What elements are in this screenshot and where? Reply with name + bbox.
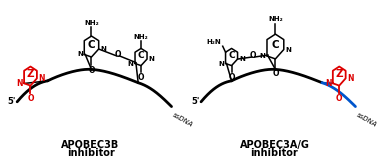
- Text: ssDNA: ssDNA: [355, 111, 378, 128]
- Text: NH₂: NH₂: [134, 34, 149, 40]
- Text: NH₂: NH₂: [268, 16, 283, 22]
- Text: N: N: [239, 56, 245, 62]
- Text: N: N: [218, 60, 224, 67]
- Text: C: C: [88, 40, 95, 50]
- Text: NH₂: NH₂: [84, 20, 99, 26]
- Text: C: C: [271, 40, 279, 50]
- Text: N: N: [285, 46, 291, 52]
- Text: N: N: [77, 52, 83, 58]
- Text: inhibitor: inhibitor: [67, 148, 115, 158]
- Text: O: O: [138, 73, 144, 82]
- Text: Z: Z: [335, 69, 343, 79]
- Text: N: N: [38, 74, 45, 83]
- Text: O: O: [336, 94, 342, 103]
- Text: 5': 5': [191, 97, 200, 106]
- Text: N: N: [16, 79, 23, 88]
- Text: APOBEC3A/G: APOBEC3A/G: [240, 140, 309, 150]
- Text: Z: Z: [27, 69, 34, 79]
- Text: C: C: [228, 51, 235, 60]
- Text: ssDNA: ssDNA: [172, 111, 194, 128]
- Text: H₂N: H₂N: [206, 39, 221, 45]
- Text: O: O: [115, 50, 121, 59]
- Text: O: O: [88, 66, 95, 75]
- Text: inhibitor: inhibitor: [251, 148, 298, 158]
- Text: O: O: [272, 69, 279, 78]
- Text: N: N: [100, 46, 106, 52]
- Text: APOBEC3B: APOBEC3B: [61, 140, 120, 150]
- Text: 5': 5': [7, 97, 15, 106]
- Text: N: N: [149, 56, 154, 62]
- Text: O: O: [27, 94, 34, 103]
- Text: N: N: [128, 60, 133, 67]
- Text: C: C: [138, 51, 144, 60]
- Text: O: O: [250, 51, 257, 60]
- Text: O: O: [228, 73, 235, 82]
- Text: N: N: [260, 53, 266, 59]
- Text: N: N: [325, 79, 332, 88]
- Text: N: N: [347, 74, 353, 83]
